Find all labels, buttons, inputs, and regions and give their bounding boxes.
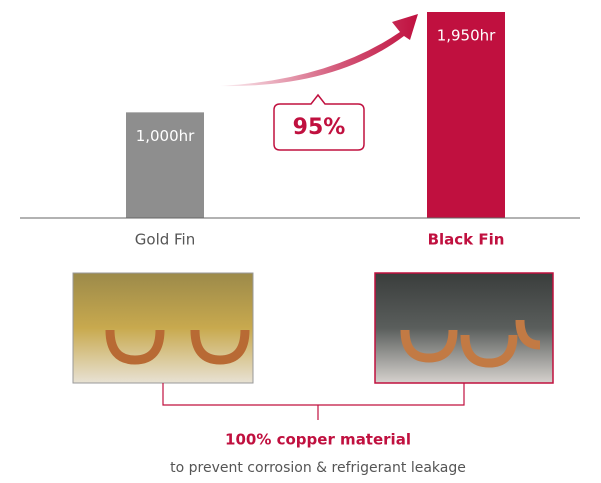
caption-text: to prevent corrosion & refrigerant leaka…	[170, 460, 466, 476]
caption-title: 100% copper material	[225, 431, 411, 449]
growth-arrow	[220, 14, 418, 87]
bar	[126, 112, 204, 218]
value-label: 1,950hr	[437, 27, 496, 45]
category-label: Black Fin	[428, 231, 505, 249]
black-fin-photo	[374, 272, 554, 384]
bar	[427, 12, 505, 218]
category-label: Gold Fin	[135, 231, 195, 249]
connector	[162, 383, 465, 420]
gold-fin-photo	[72, 272, 254, 384]
callout-box	[273, 93, 365, 151]
value-label: 1,000hr	[136, 127, 195, 145]
annotation: 95%	[293, 115, 346, 140]
